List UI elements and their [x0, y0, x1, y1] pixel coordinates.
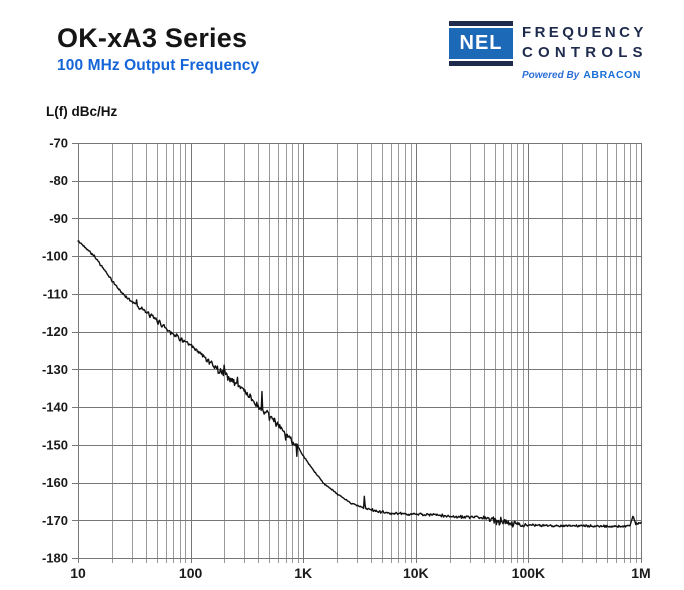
y-tick-label: -160	[42, 475, 68, 490]
y-tick-label: -90	[49, 211, 68, 226]
header: OK-xA3 Series 100 MHz Output Frequency	[57, 23, 260, 75]
nel-logo-box: NEL	[449, 28, 513, 59]
logo-bar-bottom-icon	[449, 61, 513, 66]
y-tick-label: -70	[49, 136, 68, 151]
y-tick-labels: -70 -80 -90 -100 -110 -120 -130 -140 -150 -160 -17…	[42, 136, 68, 566]
logo-bar-top-icon	[449, 21, 513, 26]
page-subtitle: 100 MHz Output Frequency	[57, 56, 260, 74]
y-tick-label: -150	[42, 437, 68, 452]
logo-wordmark: FREQUENCY CONTROLS Powered By ABRACON	[522, 21, 648, 83]
x-tick-label: 100K	[512, 565, 545, 581]
x-tick-labels: 10 100 1K 10K 100K 1M	[70, 565, 651, 581]
grid-minor	[112, 143, 637, 563]
y-tick-label: -80	[49, 173, 68, 188]
y-tick-label: -170	[42, 513, 68, 528]
nel-logo: NEL FREQUENCY CONTROLS Powered By ABRACON	[449, 21, 648, 83]
phase-noise-trace	[77, 240, 642, 529]
x-tick-label: 100	[179, 565, 203, 581]
x-tick-label: 10	[70, 565, 86, 581]
phase-noise-chart: -70 -80 -90 -100 -110 -120 -130 -140 -150 -160 -17…	[42, 136, 651, 582]
y-tick-label: -120	[42, 324, 68, 339]
y-tick-label: -180	[42, 551, 68, 566]
logo-frequency-text: FREQUENCY	[522, 24, 647, 41]
nel-logo-mark: NEL	[449, 21, 513, 66]
y-tick-label: -100	[42, 249, 68, 264]
abracon-text: ABRACON	[583, 69, 642, 81]
x-tick-label: 10K	[403, 565, 429, 581]
y-tick-label: -140	[42, 400, 68, 415]
y-tick-label: -110	[43, 286, 68, 301]
x-tick-label: 1K	[294, 565, 312, 581]
y-tick-label: -130	[42, 362, 68, 377]
powered-by-line: Powered By ABRACON	[522, 65, 648, 83]
x-tick-label: 1M	[631, 565, 650, 581]
page-title: OK-xA3 Series	[57, 23, 248, 53]
y-axis-title: L(f) dBc/Hz	[46, 104, 118, 119]
grid-major	[72, 143, 642, 563]
nel-logo-text: NEL	[459, 32, 503, 54]
powered-by-text: Powered By	[522, 70, 580, 81]
logo-controls-text: CONTROLS	[522, 43, 648, 61]
